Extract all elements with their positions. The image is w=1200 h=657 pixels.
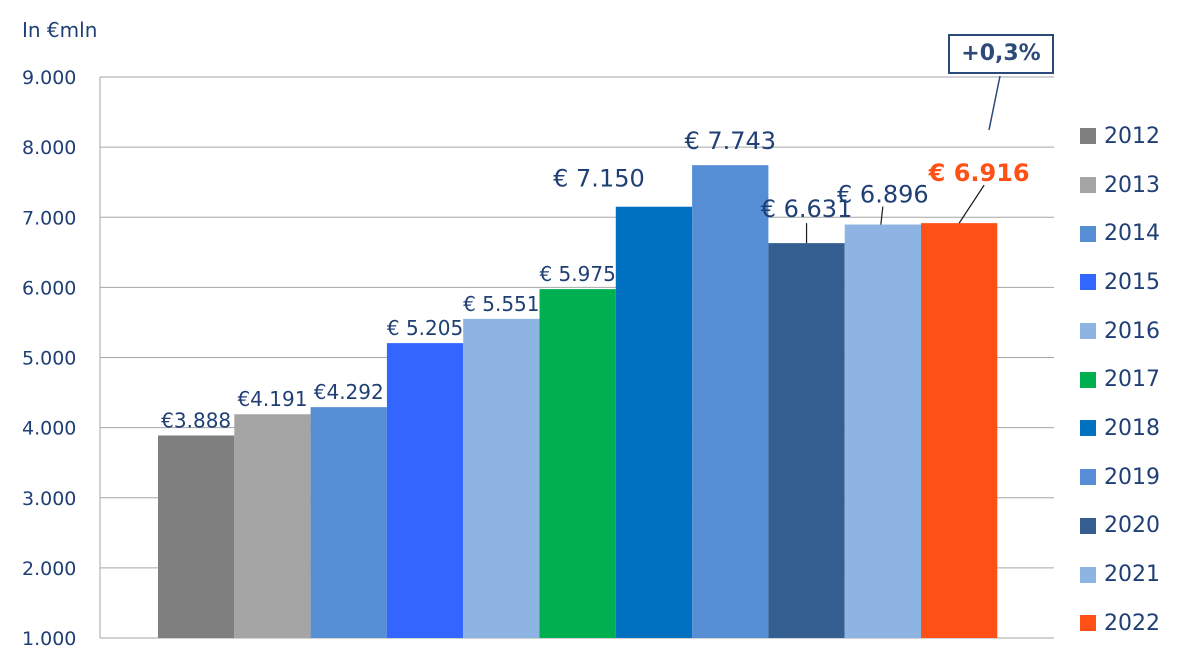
legend-swatch [1080,225,1096,242]
legend-label: 2022 [1104,610,1160,636]
y-tick-label: 8.000 [22,137,76,159]
data-label-2019: € 7.743 [684,127,776,155]
bar-2013 [234,414,311,638]
leader-line-2022 [958,184,985,224]
bar-2015 [386,343,464,638]
legend-label: 2013 [1104,172,1160,198]
legend-swatch [1080,420,1096,437]
data-label-2013: €4.191 [237,387,307,411]
legend-item-2012: 2012 [1080,112,1190,161]
y-tick-label: 4.000 [22,418,76,440]
legend-label: 2014 [1104,221,1160,247]
legend-item-2020: 2020 [1080,502,1190,551]
bar-2018 [615,206,693,638]
legend-item-2014: 2014 [1080,209,1190,258]
y-tick-label: 9.000 [22,67,76,89]
bars [158,165,998,638]
data-label-2017: € 5.975 [539,262,615,286]
data-label-2022: € 6.916 [928,159,1030,187]
data-label-2012: €3.888 [161,408,231,432]
bar-2021 [844,224,921,638]
legend-item-2013: 2013 [1080,161,1190,210]
data-label-2020: € 6.631 [761,195,853,223]
leader-lines [805,75,1001,244]
legend-swatch [1080,615,1096,632]
legend: 2012 2013 2014 2015 2016 2017 2018 2019 2020 2021… [1080,112,1190,648]
legend-swatch [1080,323,1096,340]
y-axis-label: In €mln [22,18,98,42]
callout-pointer [988,75,1001,131]
data-label-2016: € 5.551 [463,292,539,316]
legend-swatch [1080,469,1096,486]
data-labels: €3.888€4.191 €4.292 € 5.205€ 5.551€ 5.975 €… [161,127,1029,432]
bar-2012 [158,435,235,638]
legend-label: 2016 [1104,318,1160,344]
legend-label: 2020 [1104,513,1160,539]
legend-label: 2012 [1104,123,1160,149]
bar-2022 [921,223,998,638]
legend-swatch [1080,371,1096,388]
legend-label: 2021 [1104,562,1160,588]
bar-2019 [692,165,769,638]
legend-item-2016: 2016 [1080,307,1190,356]
legend-swatch [1080,128,1096,145]
data-label-2015: € 5.205 [387,316,463,340]
y-tick-label: 2.000 [22,558,76,580]
data-label-2018: € 7.150 [553,165,645,193]
legend-swatch [1080,274,1096,291]
legend-swatch [1080,517,1096,534]
leader-line-2021 [880,206,884,225]
legend-label: 2017 [1104,367,1160,393]
bar-2016 [463,318,540,638]
legend-swatch [1080,566,1096,583]
bar-2017 [539,289,616,638]
data-label-2021: € 6.896 [837,181,929,209]
legend-item-2022: 2022 [1080,599,1190,648]
y-tick-label: 6.000 [22,277,76,299]
legend-item-2018: 2018 [1080,404,1190,453]
y-tick-label: 3.000 [22,488,76,510]
bar-2014 [310,407,387,638]
legend-item-2019: 2019 [1080,453,1190,502]
legend-swatch [1080,177,1096,194]
legend-label: 2019 [1104,464,1160,490]
legend-label: 2018 [1104,415,1160,441]
y-tick-label: 7.000 [22,207,76,229]
y-axis-ticks: 1.000 2.000 3.000 4.000 5.000 6.000 7.000 8.000… [22,67,76,650]
legend-item-2015: 2015 [1080,258,1190,307]
data-label-2014: €4.292 [314,380,384,404]
y-tick-label: 1.000 [22,628,76,650]
legend-item-2021: 2021 [1080,550,1190,599]
y-tick-label: 5.000 [22,348,76,370]
bar-2020 [768,243,845,638]
legend-item-2017: 2017 [1080,355,1190,404]
change-callout: +0,3% [948,34,1054,74]
legend-label: 2015 [1104,269,1160,295]
